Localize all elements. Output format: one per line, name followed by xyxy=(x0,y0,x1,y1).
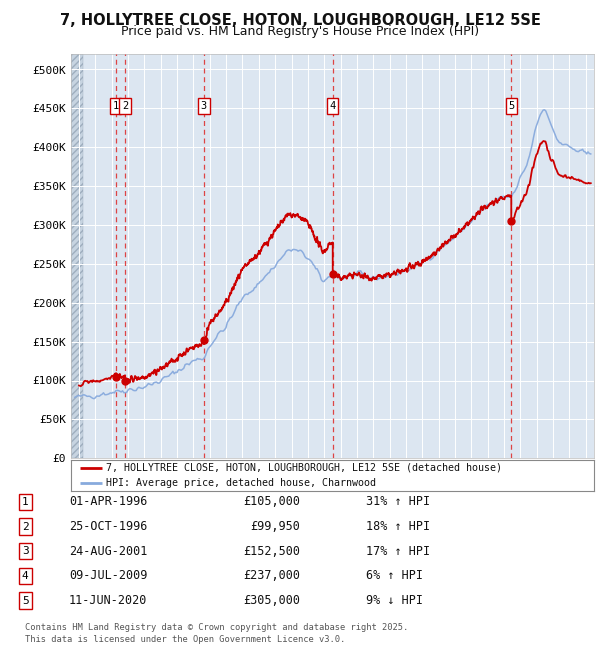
Text: £99,950: £99,950 xyxy=(250,520,300,533)
Text: 6% ↑ HPI: 6% ↑ HPI xyxy=(366,569,423,582)
Text: £237,000: £237,000 xyxy=(243,569,300,582)
Text: 7, HOLLYTREE CLOSE, HOTON, LOUGHBOROUGH, LE12 5SE (detached house): 7, HOLLYTREE CLOSE, HOTON, LOUGHBOROUGH,… xyxy=(106,463,502,473)
Text: 9% ↓ HPI: 9% ↓ HPI xyxy=(366,594,423,607)
Text: 3: 3 xyxy=(22,546,29,556)
Text: 31% ↑ HPI: 31% ↑ HPI xyxy=(366,495,430,508)
Text: 4: 4 xyxy=(329,101,336,111)
Text: 18% ↑ HPI: 18% ↑ HPI xyxy=(366,520,430,533)
Text: £305,000: £305,000 xyxy=(243,594,300,607)
Text: 11-JUN-2020: 11-JUN-2020 xyxy=(69,594,148,607)
Text: Contains HM Land Registry data © Crown copyright and database right 2025.
This d: Contains HM Land Registry data © Crown c… xyxy=(25,623,409,644)
Text: 09-JUL-2009: 09-JUL-2009 xyxy=(69,569,148,582)
Text: 25-OCT-1996: 25-OCT-1996 xyxy=(69,520,148,533)
Text: 4: 4 xyxy=(22,571,29,581)
Text: 01-APR-1996: 01-APR-1996 xyxy=(69,495,148,508)
Text: 17% ↑ HPI: 17% ↑ HPI xyxy=(366,545,430,558)
Text: 3: 3 xyxy=(201,101,207,111)
Text: HPI: Average price, detached house, Charnwood: HPI: Average price, detached house, Char… xyxy=(106,478,376,488)
Text: £152,500: £152,500 xyxy=(243,545,300,558)
Text: £105,000: £105,000 xyxy=(243,495,300,508)
Text: 1: 1 xyxy=(113,101,119,111)
Text: 24-AUG-2001: 24-AUG-2001 xyxy=(69,545,148,558)
Text: 1: 1 xyxy=(22,497,29,507)
Text: Price paid vs. HM Land Registry's House Price Index (HPI): Price paid vs. HM Land Registry's House … xyxy=(121,25,479,38)
Text: 7, HOLLYTREE CLOSE, HOTON, LOUGHBOROUGH, LE12 5SE: 7, HOLLYTREE CLOSE, HOTON, LOUGHBOROUGH,… xyxy=(59,13,541,28)
Text: 2: 2 xyxy=(22,521,29,532)
Polygon shape xyxy=(71,54,83,458)
Text: 5: 5 xyxy=(22,595,29,606)
Text: 2: 2 xyxy=(122,101,128,111)
Text: 5: 5 xyxy=(508,101,514,111)
